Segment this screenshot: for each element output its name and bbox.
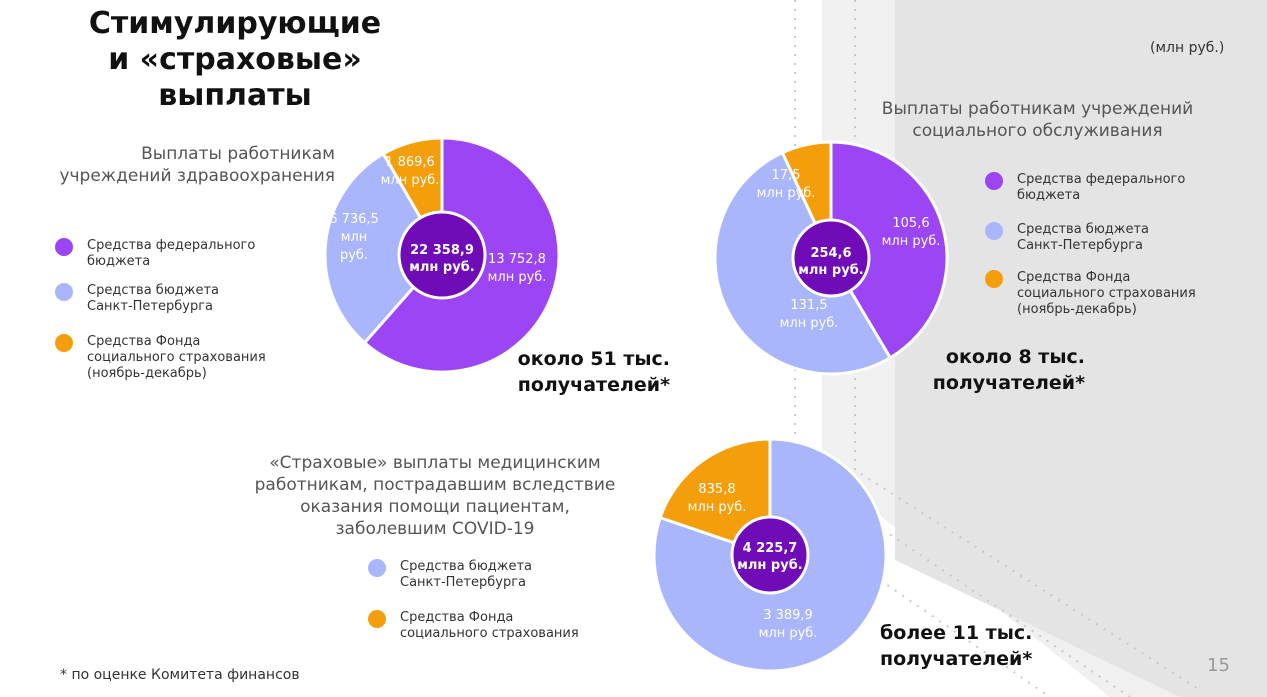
legend-item-fss: Средства Фонда социального страхования	[368, 610, 628, 642]
recipients-line: более 11 тыс.	[880, 622, 1033, 644]
chart3-title-line: работникам, пострадавшим вследствие	[254, 475, 616, 495]
legend-label: Средства Фонда социального страхования (…	[1017, 270, 1196, 318]
page-title-line: Стимулирующие	[88, 6, 382, 41]
chart2-title-line: Выплаты работникам учреждений	[881, 99, 1194, 119]
legend-label-line: Санкт-Петербурга	[87, 299, 214, 314]
donut-total-label: 22 358,9 млн руб.	[409, 243, 474, 275]
chart2-title-line: социального обслуживания	[912, 121, 1163, 141]
page-title: Стимулирующие и «страховые» выплаты	[60, 6, 410, 114]
chart2-recipients: около 8 тыс. получателей*	[875, 344, 1085, 396]
legend-label: Средства бюджета Санкт-Петербурга	[1017, 222, 1149, 254]
chart1-title-line: Выплаты работникам	[141, 144, 335, 164]
legend-label-line: Средства Фонда	[400, 610, 514, 625]
legend-swatch	[368, 610, 386, 628]
pie-slice-federal	[829, 140, 949, 360]
legend-item-federal: Средства федерального бюджета	[985, 172, 1245, 204]
slice-value-label: 13 752,8 млн руб.	[488, 252, 547, 285]
recipients-line: около 51 тыс.	[517, 348, 670, 370]
chart1-recipients: около 51 тыс. получателей*	[460, 346, 670, 398]
legend-label-line: Средства Фонда	[87, 334, 201, 349]
legend-label-line: Средства бюджета	[1017, 222, 1149, 237]
legend-label-line: Средства федерального	[1017, 172, 1186, 187]
donut-total-label: 254,6 млн руб.	[798, 246, 863, 278]
slice-value-label: 835,8 млн руб.	[688, 482, 747, 515]
page-title-line: выплаты	[158, 78, 312, 113]
legend-swatch	[55, 334, 73, 352]
legend-label-line: Средства бюджета	[400, 559, 532, 574]
chart3-title: «Страховые» выплаты медицинским работник…	[235, 452, 635, 540]
legend-label-line: Средства федерального	[87, 238, 256, 253]
legend-item-fss: Средства Фонда социального страхования (…	[55, 334, 315, 382]
slice-value-label: 17,5 млн руб.	[757, 168, 816, 201]
legend-label: Средства бюджета Санкт-Петербурга	[400, 559, 532, 591]
legend-swatch	[985, 172, 1003, 190]
recipients-line: получателей*	[880, 648, 1033, 670]
legend-label: Средства федерального бюджета	[1017, 172, 1185, 204]
legend-swatch	[368, 559, 386, 577]
legend-item-spb: Средства бюджета Санкт-Петербурга	[55, 283, 315, 315]
legend-item-spb: Средства бюджета Санкт-Петербурга	[368, 559, 628, 591]
donut-center	[791, 218, 871, 298]
donut-total-label: 4 225,7 млн руб.	[737, 541, 802, 573]
donut-center	[730, 515, 810, 595]
legend-label-line: Средства бюджета	[87, 283, 219, 298]
legend-label-line: социального страхования	[87, 350, 266, 365]
legend-swatch	[55, 283, 73, 301]
legend-label: Средства Фонда социального страхования (…	[87, 334, 266, 382]
chart3-title-line: «Страховые» выплаты медицинским	[269, 453, 601, 473]
recipients-line: получателей*	[517, 374, 670, 396]
recipients-line: получателей*	[932, 372, 1085, 394]
legend-item-fss: Средства Фонда социального страхования (…	[985, 270, 1245, 318]
legend-item-federal: Средства федерального бюджета	[55, 238, 315, 270]
chart3-title-line: заболевшим COVID-19	[335, 519, 535, 539]
legend-label-line: Санкт-Петербурга	[1017, 238, 1144, 253]
legend-label: Средства федерального бюджета	[87, 238, 255, 270]
chart3-recipients: более 11 тыс. получателей*	[880, 620, 1040, 672]
legend-swatch	[985, 222, 1003, 240]
legend-label-line: бюджета	[1017, 188, 1081, 203]
legend-swatch	[985, 270, 1003, 288]
legend-item-spb: Средства бюджета Санкт-Петербурга	[985, 222, 1245, 254]
legend-label-line: Санкт-Петербурга	[400, 575, 527, 590]
chart1-title: Выплаты работникам учреждений здравоохра…	[20, 143, 335, 187]
legend-label-line: (ноябрь-декабрь)	[1017, 302, 1137, 317]
recipients-line: около 8 тыс.	[945, 346, 1085, 368]
donut-center	[397, 210, 487, 300]
chart3-title-line: оказания помощи пациентам,	[300, 497, 570, 517]
footnote: * по оценке Комитета финансов	[60, 667, 300, 683]
legend-label-line: (ноябрь-декабрь)	[87, 366, 207, 381]
pie-slice-spb	[323, 151, 444, 345]
slice-value-label: 1 869,6 млн руб.	[381, 155, 440, 188]
legend-label-line: бюджета	[87, 254, 151, 269]
legend-label-line: Средства Фонда	[1017, 270, 1131, 285]
page-number: 15	[1207, 655, 1230, 676]
legend-label: Средства бюджета Санкт-Петербурга	[87, 283, 219, 315]
pie-slice-fss	[658, 437, 772, 558]
legend-label: Средства Фонда социального страхования	[400, 610, 579, 642]
legend-label-line: социального страхования	[400, 626, 579, 641]
slice-value-label: 131,5 млн руб.	[780, 298, 839, 331]
chart2-title: Выплаты работникам учреждений социальног…	[840, 98, 1235, 142]
legend-swatch	[55, 238, 73, 256]
unit-note: (млн руб.)	[1150, 40, 1225, 56]
legend-label-line: социального страхования	[1017, 286, 1196, 301]
page-title-line: и «страховые»	[108, 42, 362, 77]
slice-value-label: 105,6 млн руб.	[882, 216, 941, 249]
slice-value-label: 6 736,5 млн руб.	[329, 212, 379, 263]
chart1-title-line: учреждений здравоохранения	[59, 166, 335, 186]
slice-value-label: 3 389,9 млн руб.	[759, 608, 818, 641]
